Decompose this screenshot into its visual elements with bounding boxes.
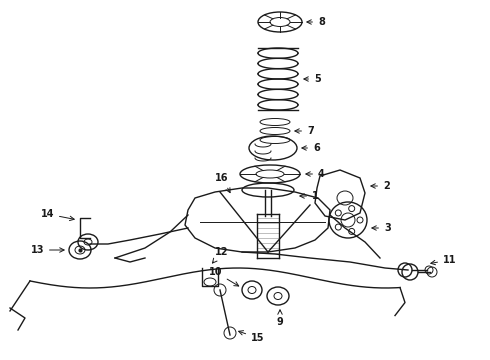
Text: 13: 13	[30, 245, 64, 255]
Text: 6: 6	[302, 143, 320, 153]
Text: 15: 15	[239, 331, 265, 343]
Text: 2: 2	[371, 181, 390, 191]
Text: 12: 12	[213, 247, 228, 263]
Text: 11: 11	[431, 255, 457, 265]
Text: 10: 10	[209, 267, 239, 286]
Text: 4: 4	[306, 169, 325, 179]
Text: 8: 8	[307, 17, 325, 27]
Text: 7: 7	[295, 126, 314, 136]
Text: 1: 1	[300, 191, 319, 201]
Text: 14: 14	[41, 209, 74, 221]
Text: 3: 3	[372, 223, 391, 233]
Text: 16: 16	[215, 173, 230, 193]
Text: 5: 5	[304, 74, 321, 84]
Text: 9: 9	[277, 310, 283, 327]
